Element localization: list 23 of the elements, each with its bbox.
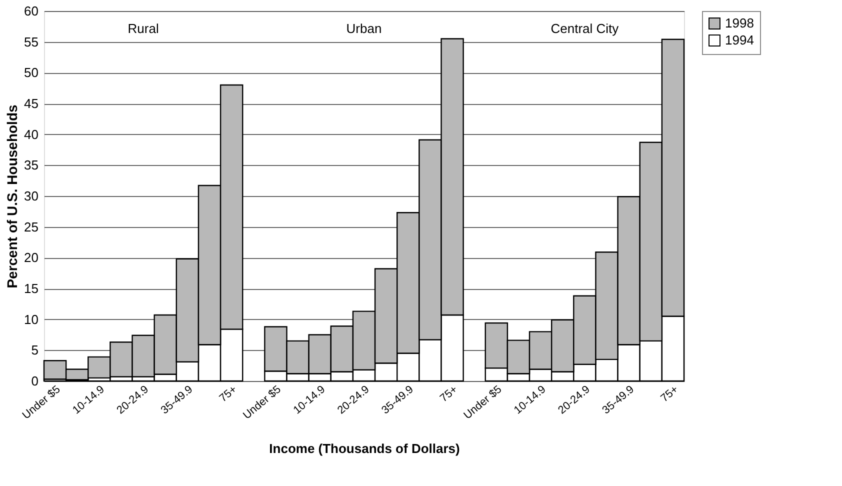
y-tick-label: 60 bbox=[24, 4, 38, 18]
y-tick-label: 20 bbox=[24, 250, 38, 266]
annotation: Central City bbox=[550, 21, 620, 36]
y-tick-label: 0 bbox=[31, 374, 38, 388]
annotation: Rural bbox=[128, 21, 159, 36]
y-tick-label: 35 bbox=[24, 158, 38, 173]
y-tick-label: 45 bbox=[24, 96, 38, 111]
x-axis-title: Income (Thousands of Dollars) bbox=[269, 441, 460, 456]
y-tick-label: 10 bbox=[24, 312, 38, 327]
y-tick-label: 25 bbox=[24, 219, 38, 234]
y-tick-label: 55 bbox=[24, 34, 38, 50]
annotation: Urban bbox=[346, 21, 382, 36]
y-tick-label: 15 bbox=[24, 281, 38, 296]
y-tick-label: 5 bbox=[31, 342, 38, 358]
legend-label: 1994 bbox=[725, 32, 754, 48]
y-tick-label: 30 bbox=[24, 188, 38, 204]
legend-label: 1998 bbox=[725, 16, 754, 30]
y-tick-label: 50 bbox=[24, 65, 38, 80]
x-tick-label: 75+ bbox=[438, 384, 460, 405]
y-axis-title: Percent of U.S. Households bbox=[4, 104, 20, 288]
x-tick-label: 75+ bbox=[658, 384, 681, 405]
y-tick-label: 40 bbox=[24, 126, 38, 142]
x-tick-label: 75+ bbox=[217, 384, 240, 405]
